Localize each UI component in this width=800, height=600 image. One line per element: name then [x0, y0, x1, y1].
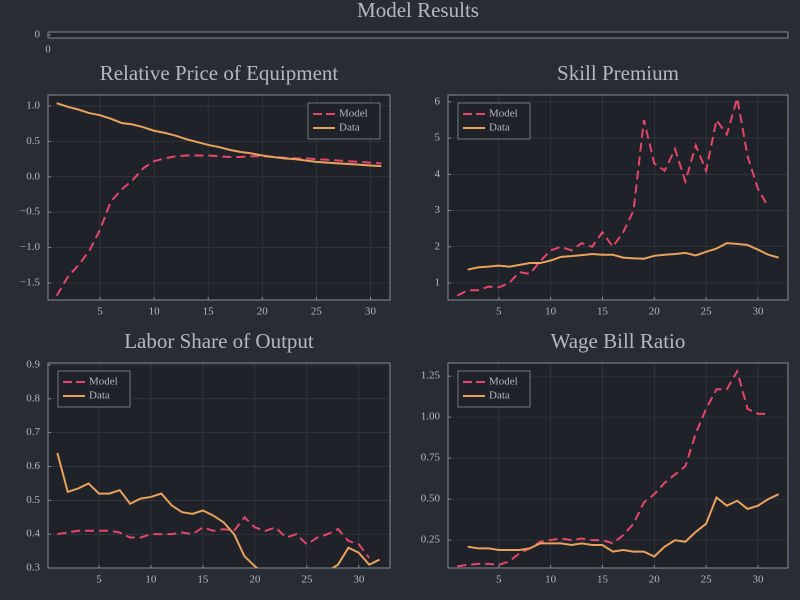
- x-tick-label: 25: [701, 574, 713, 586]
- y-tick-label: 5: [435, 132, 441, 144]
- x-tick-label: 5: [97, 306, 103, 318]
- y-tick-label: 0.0: [26, 170, 40, 182]
- legend-label: Model: [489, 376, 518, 388]
- y-tick-label: 0.4: [26, 528, 40, 540]
- series-line: [55, 154, 382, 297]
- x-tick-label: 30: [365, 306, 377, 318]
- chart-title: Wage Bill Ratio: [551, 329, 686, 353]
- x-tick-label: 5: [496, 574, 502, 586]
- plot-frame: [447, 362, 789, 569]
- x-tick-label: 15: [597, 574, 609, 586]
- x-tick-label: 10: [545, 574, 557, 586]
- y-tick-label: 0.5: [26, 494, 40, 506]
- x-tick-label: 25: [701, 306, 713, 318]
- y-tick-label: 1.0: [26, 100, 40, 112]
- legend-box: [307, 102, 381, 140]
- x-tick-label: 15: [203, 306, 215, 318]
- y-tick-label: 0.9: [26, 359, 40, 371]
- x-tick-label: 10: [545, 306, 557, 318]
- y-tick-label: 3: [435, 204, 441, 216]
- y-tick-label: 0: [35, 29, 41, 41]
- chart-title: Skill Premium: [557, 61, 679, 85]
- x-tick-label: 0: [45, 44, 51, 56]
- y-tick-label: 0.50: [421, 493, 441, 505]
- y-tick-label: 0.75: [421, 452, 441, 464]
- y-tick-label: 0.8: [26, 392, 40, 404]
- x-tick-label: 30: [752, 574, 764, 586]
- x-tick-label: 5: [96, 574, 102, 586]
- y-tick-label: 0.7: [26, 426, 40, 438]
- chart-title: Model Results: [357, 0, 479, 22]
- x-tick-label: 5: [496, 306, 502, 318]
- legend-label: Data: [89, 390, 110, 402]
- legend-label: Model: [489, 108, 518, 120]
- y-tick-label: 0.25: [421, 534, 441, 546]
- legend-label: Model: [339, 108, 368, 120]
- x-tick-label: 30: [353, 574, 365, 586]
- legend-box: [457, 102, 531, 140]
- x-tick-label: 10: [149, 306, 161, 318]
- series-line: [56, 102, 382, 168]
- x-tick-label: 20: [649, 574, 661, 586]
- y-tick-label: 1.25: [421, 370, 441, 382]
- y-tick-label: −1.5: [20, 277, 40, 289]
- plot-frame: [47, 31, 789, 39]
- x-tick-label: 20: [257, 306, 269, 318]
- series-line: [457, 368, 769, 568]
- y-tick-label: 0.6: [26, 460, 40, 472]
- plot-area: [48, 32, 788, 38]
- y-tick-label: 2: [435, 240, 441, 252]
- chart-title: Relative Price of Equipment: [100, 61, 339, 85]
- x-tick-label: 15: [597, 306, 609, 318]
- y-tick-label: 4: [435, 168, 441, 180]
- y-tick-label: 1: [435, 277, 441, 289]
- x-tick-label: 20: [649, 306, 661, 318]
- legend-label: Data: [489, 390, 510, 402]
- x-tick-label: 15: [197, 574, 209, 586]
- y-tick-label: 0.5: [26, 135, 40, 147]
- y-tick-label: 6: [435, 95, 441, 107]
- x-tick-label: 20: [249, 574, 261, 586]
- x-tick-label: 10: [145, 574, 157, 586]
- y-tick-label: −0.5: [20, 206, 40, 218]
- y-tick-label: 1.00: [421, 411, 441, 423]
- series-line: [467, 493, 780, 558]
- plot-frame: [447, 94, 789, 301]
- legend-label: Data: [339, 122, 360, 134]
- plot-frame: [47, 362, 391, 569]
- x-tick-label: 25: [311, 306, 323, 318]
- legend-label: Model: [89, 376, 118, 388]
- legend-box: [57, 370, 131, 408]
- y-tick-label: 0.3: [26, 562, 40, 574]
- legend-label: Data: [489, 122, 510, 134]
- series-line: [57, 515, 371, 559]
- x-tick-label: 25: [301, 574, 313, 586]
- plot-frame: [47, 94, 391, 301]
- x-tick-label: 30: [752, 306, 764, 318]
- legend-box: [457, 370, 531, 408]
- series-line: [467, 242, 779, 271]
- chart-title: Labor Share of Output: [124, 329, 314, 353]
- y-tick-label: −1.0: [20, 241, 40, 253]
- series-line: [56, 452, 381, 568]
